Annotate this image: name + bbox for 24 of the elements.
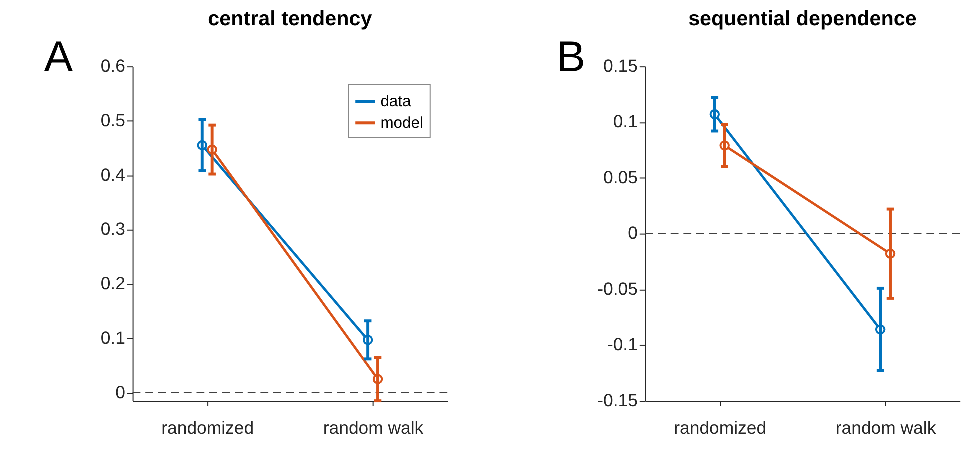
legend-label: model — [380, 115, 424, 132]
x-tick-label: randomized — [674, 418, 767, 438]
x-tick-label: randomized — [162, 418, 254, 438]
y-tick-label: 0.3 — [100, 219, 126, 240]
legend-label: data — [380, 93, 412, 110]
y-tick-label: 0.15 — [603, 56, 638, 76]
y-tick-label: 0 — [628, 223, 638, 244]
y-tick-label: 0.1 — [613, 112, 638, 132]
text: A — [44, 34, 74, 82]
x-tick-label: random walk — [323, 418, 424, 438]
x-tick-label: random walk — [836, 418, 936, 438]
y-tick-label: 0.1 — [100, 328, 126, 348]
y-tick-label: -0.05 — [598, 278, 638, 299]
y-tick-label: 0 — [116, 382, 126, 402]
chart-title: central tendency — [208, 7, 373, 30]
y-tick-label: 0.2 — [100, 274, 126, 294]
y-tick-label: 0.4 — [100, 164, 126, 185]
text: B — [556, 34, 586, 82]
chart-title: sequential dependence — [688, 7, 917, 30]
y-tick-label: 0.6 — [100, 56, 126, 76]
y-tick-label: 0.5 — [100, 110, 126, 130]
y-tick-label: -0.1 — [607, 334, 638, 355]
y-tick-label: 0.05 — [603, 167, 638, 188]
y-tick-label: -0.15 — [598, 390, 638, 410]
